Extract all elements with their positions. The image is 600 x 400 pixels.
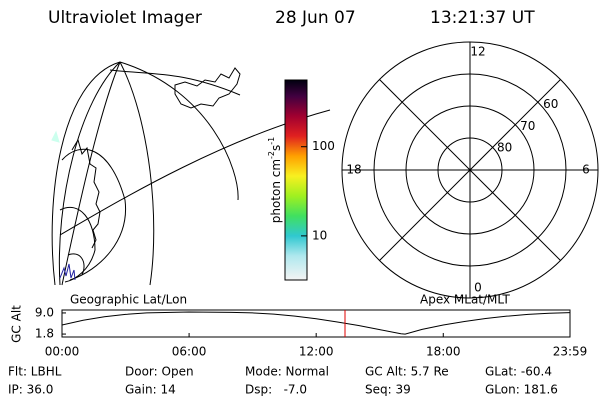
latitude-label: 60 [543,97,558,111]
unit-part: s [269,145,283,151]
x-tick-label: 12:00 [299,345,334,359]
status-field: Dsp: -7.0 [245,383,307,397]
status-field: GLat: -60.4 [485,365,552,379]
colorbar-tick-label: 100 [312,139,335,153]
status-field: IP: 36.0 [8,383,53,397]
timeline-left-title: Geographic Lat/Lon [70,293,187,307]
x-tick-label: 00:00 [45,345,80,359]
y-tick-label: 1.8 [35,327,54,341]
latitude-label: 80 [497,141,512,155]
latitude-label: 70 [520,119,535,133]
geo-map [51,61,331,286]
instrument-title: Ultraviolet Imager [48,8,202,28]
mlt-label: 0 [474,281,482,295]
unit-part: photon cm [269,159,283,223]
timeline-right-title: Apex MLat/MLT [420,293,510,307]
x-tick-label: 23:59 [553,345,588,359]
status-field: Gain: 14 [125,383,176,397]
status-footer: Flt: LBHL Door: Open Mode: Normal GC Alt: 5… [8,365,558,397]
x-tick-label: 06:00 [172,345,207,359]
status-field: Flt: LBHL [8,365,62,379]
colorbar [284,79,308,281]
status-field: Mode: Normal [245,365,329,379]
unit-exponent: -1 [267,137,276,145]
colorbar-tick-label: 10 [312,228,327,242]
x-tick-label: 18:00 [426,345,461,359]
status-field: Door: Open [125,365,194,379]
mlt-label: 6 [582,163,590,177]
altitude-line [61,311,571,335]
timeline-frame [61,309,571,338]
timeline-ylabel: GC Alt [10,305,24,343]
status-field: GLon: 181.6 [485,383,558,397]
time: 13:21:37 UT [430,8,535,28]
y-tick-label: 9.0 [35,305,54,319]
unit-exponent: -2 [267,151,276,159]
date: 28 Jun 07 [275,8,356,28]
mlt-label: 18 [346,163,361,177]
status-field: GC Alt: 5.7 Re [365,365,449,379]
status-field: Seq: 39 [365,383,411,397]
mlt-label: 12 [470,45,485,59]
colorbar-label: photon cm-2s-1 [267,137,283,224]
